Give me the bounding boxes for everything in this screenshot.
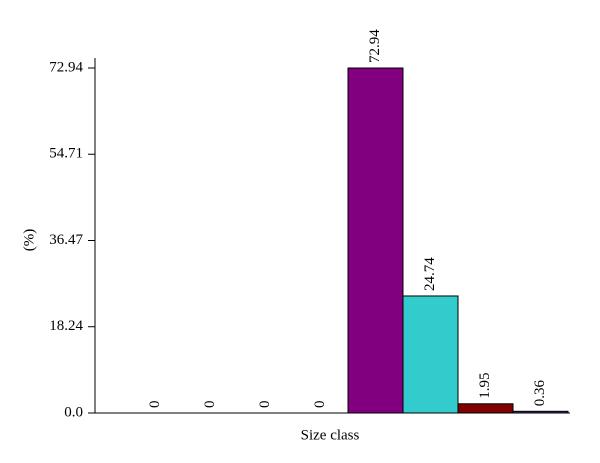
value-label: 0.36	[532, 380, 548, 407]
bar	[402, 295, 459, 414]
y-tick-label: 72.94	[49, 59, 83, 75]
value-label: 0	[257, 401, 273, 409]
value-label: 1.95	[477, 373, 493, 399]
bar	[347, 67, 404, 414]
x-axis-label: Size class	[301, 427, 360, 443]
y-axis-label: (%)	[21, 229, 37, 252]
value-label: 0	[147, 401, 163, 409]
value-label: 0	[202, 401, 218, 409]
y-tick-label: 0.0	[64, 404, 83, 420]
y-tick-label: 36.47	[49, 232, 83, 248]
value-label: 72.94	[367, 29, 383, 63]
value-label: 0	[312, 401, 328, 409]
bar	[457, 403, 514, 414]
y-tick-label: 18.24	[49, 318, 83, 334]
value-label: 24.74	[422, 257, 438, 291]
y-tick-label: 54.71	[49, 146, 83, 162]
